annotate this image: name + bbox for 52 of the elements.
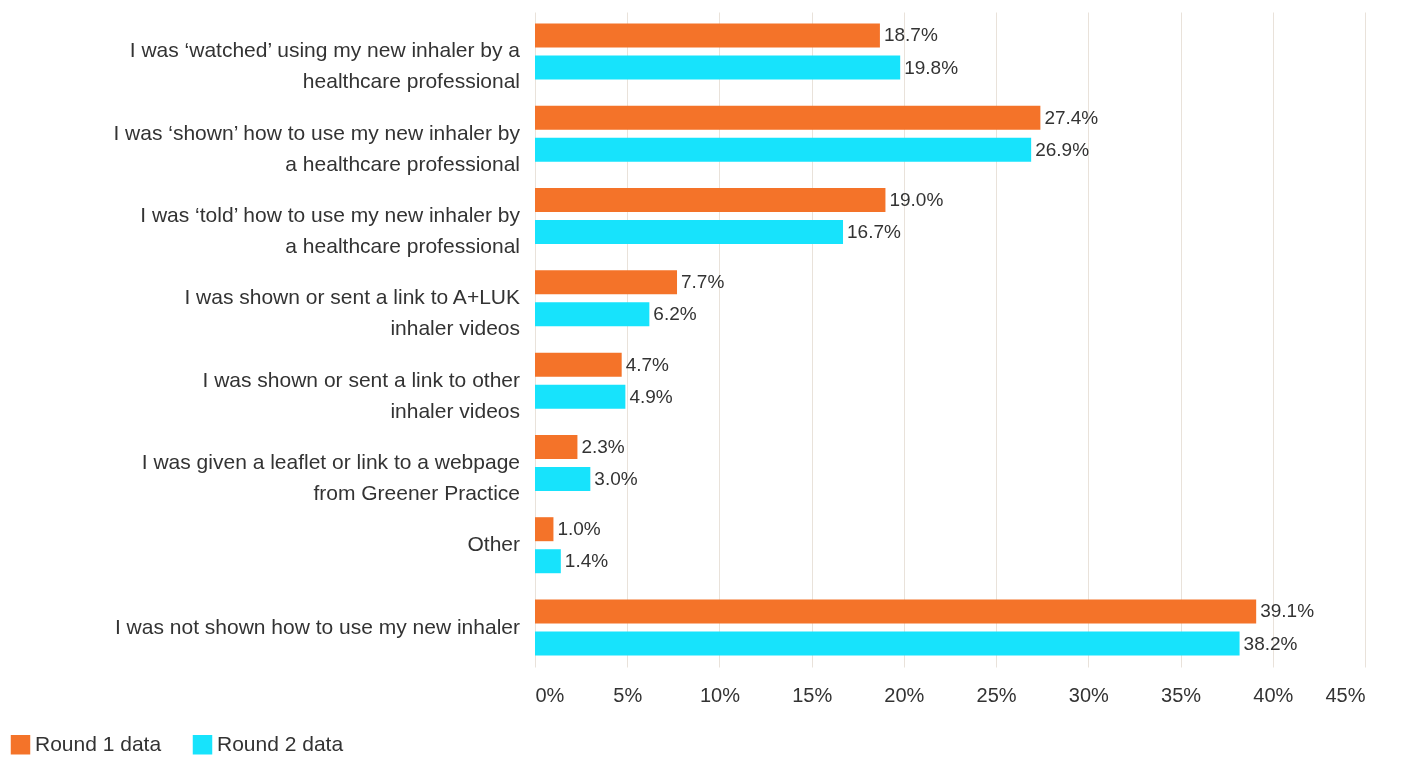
data-label: 16.7%	[847, 221, 901, 243]
bar	[535, 188, 886, 213]
legend-label: Round 2 data	[217, 731, 344, 755]
bar	[535, 384, 626, 409]
bar	[535, 517, 554, 542]
y-tick-label: I was shown or sent a link to other inhaler videos	[202, 367, 520, 422]
data-label: 7.7%	[681, 271, 725, 293]
legend-label: Round 1 data	[35, 731, 162, 755]
bar	[535, 434, 578, 459]
bar	[535, 270, 678, 295]
x-tick-label: 30%	[1068, 683, 1110, 706]
bar	[535, 466, 591, 491]
x-tick-label: 0%	[535, 683, 565, 706]
bar	[535, 220, 844, 245]
y-tick-label: I was not shown how to use my new inhaler	[114, 614, 520, 638]
data-label: 4.7%	[625, 353, 670, 375]
bar	[535, 302, 650, 327]
data-label: 4.9%	[629, 385, 673, 407]
data-label: 26.9%	[1035, 138, 1090, 160]
data-label: 19.0%	[889, 189, 944, 211]
data-label: 1.0%	[557, 518, 601, 540]
data-label: 2.3%	[581, 435, 625, 457]
bar	[535, 55, 901, 80]
bar	[535, 137, 1032, 162]
x-tick-label: 15%	[792, 683, 833, 706]
bar	[535, 631, 1240, 656]
y-tick-label: I was given a leaflet or link to a webpage from Greener Practice	[141, 449, 520, 504]
data-label: 18.7%	[883, 24, 938, 46]
data-label: 3.0%	[594, 467, 638, 489]
y-tick-label: I was ‘watched’ using my new inhaler by a healthcare professional	[129, 38, 521, 93]
bar	[535, 105, 1041, 130]
x-tick-label: 45%	[1325, 683, 1366, 706]
data-label: 1.4%	[564, 550, 609, 572]
bar	[535, 352, 622, 377]
x-tick-label: 5%	[613, 683, 643, 706]
data-label: 6.2%	[653, 303, 697, 325]
y-tick-label: I was shown or sent a link to A+LUK inhaler videos	[184, 285, 520, 340]
data-label: 38.2%	[1243, 632, 1298, 654]
y-tick-label: Other	[467, 532, 520, 556]
data-label: 39.1%	[1260, 600, 1315, 622]
y-tick-label: I was ‘told’ how to use my new inhaler by a healthcare professional	[140, 203, 521, 258]
bar	[535, 599, 1257, 624]
data-label: 27.4%	[1044, 106, 1099, 128]
bar	[535, 549, 561, 574]
x-tick-label: 25%	[976, 683, 1017, 706]
x-tick-label: 40%	[1253, 683, 1294, 706]
data-label: 19.8%	[904, 56, 959, 78]
bar	[535, 23, 880, 48]
x-tick-label: 20%	[884, 683, 925, 706]
x-tick-label: 35%	[1161, 683, 1202, 706]
y-tick-label: I was ‘shown’ how to use my new inhaler by a healthcare professional	[113, 120, 521, 175]
x-tick-label: 10%	[699, 683, 741, 706]
